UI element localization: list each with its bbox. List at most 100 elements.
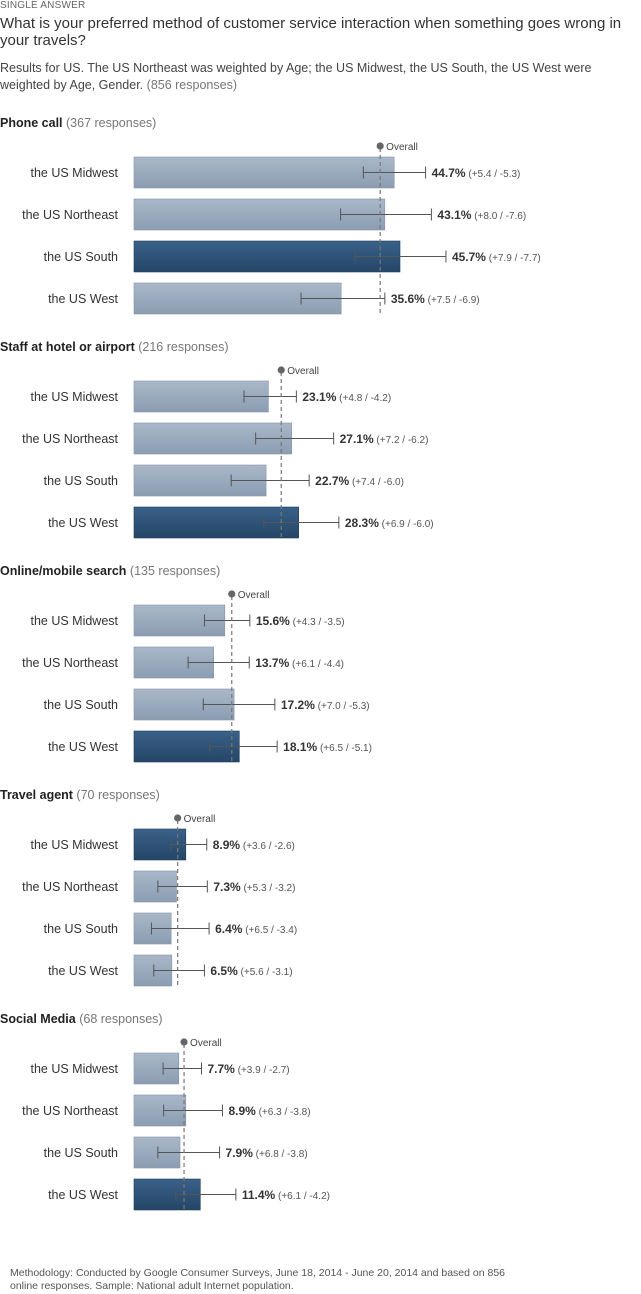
error-range: (+4.8 / -4.2) [336,393,391,404]
error-range: (+7.9 / -7.7) [486,253,541,264]
category-label: the US Northeast [22,208,118,222]
option-responses: (367 responses) [63,116,157,130]
category-label: the US West [48,292,118,306]
value-label: 15.6% (+4.3 / -3.5) [256,614,345,628]
value-label: 6.4% (+6.5 / -3.4) [215,922,297,936]
category-label: the US West [48,1188,118,1202]
category-label: the US West [48,964,118,978]
value-label: 6.5% (+5.6 / -3.1) [210,964,292,978]
option-title: Phone call (367 responses) [0,116,156,130]
error-range: (+7.2 / -6.2) [374,435,429,446]
error-range: (+5.3 / -3.2) [241,883,296,894]
error-range: (+6.1 / -4.4) [289,659,344,670]
overall-label: Overall [238,590,270,601]
question-type-label: SINGLE ANSWER [0,0,86,11]
value-percent: 7.7% [208,1062,236,1076]
methodology-note: Methodology: Conducted by Google Consume… [10,1267,506,1292]
option-responses: (68 responses) [76,1012,163,1026]
value-percent: 8.9% [213,838,241,852]
value-percent: 44.7% [432,166,466,180]
overall-label: Overall [287,366,319,377]
category-label: the US West [48,740,118,754]
option-responses: (135 responses) [126,564,220,578]
category-label: the US South [44,250,118,264]
error-range: (+3.9 / -2.7) [235,1065,290,1076]
category-label: the US Northeast [22,880,118,894]
value-percent: 13.7% [255,656,289,670]
error-range: (+6.8 / -3.8) [253,1149,308,1160]
category-label: the US Northeast [22,1104,118,1118]
overall-dot [180,1038,188,1046]
value-percent: 23.1% [302,390,336,404]
results-description: Results for US. The US Northeast was wei… [0,60,640,93]
option-group: Travel agent (70 responses) the US Midwes… [0,788,297,988]
option-title: Online/mobile search (135 responses) [0,564,220,578]
value-percent: 11.4% [242,1188,276,1202]
bar [133,1136,181,1169]
value-label: 43.1% (+8.0 / -7.6) [437,208,526,222]
error-range: (+3.6 / -2.6) [240,841,295,852]
value-label: 11.4% (+6.1 / -4.2) [242,1188,330,1202]
value-percent: 8.9% [228,1104,256,1118]
error-range: (+4.3 / -3.5) [290,617,345,628]
error-range: (+6.5 / -3.4) [242,925,297,936]
category-label: the US South [44,474,118,488]
value-label: 23.1% (+4.8 / -4.2) [302,390,391,404]
category-label: the US Northeast [22,656,118,670]
category-label: the US Midwest [30,166,118,180]
total-responses: (856 responses) [146,77,237,92]
error-range: (+6.1 / -4.2) [275,1191,330,1202]
option-responses: (216 responses) [135,340,229,354]
value-label: 22.7% (+7.4 / -6.0) [315,474,404,488]
option-title: Social Media (68 responses) [0,1012,163,1026]
overall-dot [376,142,384,150]
option-title: Travel agent (70 responses) [0,788,160,802]
category-label: the US Midwest [30,390,118,404]
category-label: the US Midwest [30,1062,118,1076]
value-label: 28.3% (+6.9 / -6.0) [345,516,434,530]
value-label: 8.9% (+6.3 / -3.8) [228,1104,310,1118]
bar-chart: Phone call (367 responses) the US Midwest… [0,116,541,1212]
value-percent: 43.1% [437,208,471,222]
option-title: Staff at hotel or airport (216 responses… [0,340,229,354]
value-label: 8.9% (+3.6 / -2.6) [213,838,295,852]
error-range: (+6.3 / -3.8) [256,1107,311,1118]
value-percent: 17.2% [281,698,315,712]
overall-dot [277,366,285,374]
value-label: 7.3% (+5.3 / -3.2) [213,880,295,894]
overall-label: Overall [184,814,216,825]
category-label: the US South [44,698,118,712]
option-name: Social Media [0,1012,77,1026]
overall-dot [228,590,236,598]
option-group: Phone call (367 responses) the US Midwest… [0,116,541,316]
overall-label: Overall [386,142,418,153]
option-group: Online/mobile search (135 responses) the … [0,564,372,764]
value-percent: 6.5% [210,964,238,978]
error-range: (+6.9 / -6.0) [379,519,434,530]
question-title: What is your preferred method of custome… [0,15,622,49]
option-name: Online/mobile search [0,564,126,578]
option-name: Staff at hotel or airport [0,340,136,354]
option-name: Phone call [0,116,63,130]
weighting-note: Results for US. The US Northeast was wei… [0,61,592,92]
value-percent: 28.3% [345,516,379,530]
option-responses: (70 responses) [73,788,160,802]
value-percent: 7.9% [226,1146,254,1160]
error-range: (+5.6 / -3.1) [238,967,293,978]
value-percent: 7.3% [213,880,241,894]
value-label: 27.1% (+7.2 / -6.2) [340,432,429,446]
value-label: 18.1% (+6.5 / -5.1) [283,740,372,754]
error-range: (+7.4 / -6.0) [349,477,404,488]
overall-dot [174,814,182,822]
option-group: Staff at hotel or airport (216 responses… [0,340,434,540]
value-percent: 27.1% [340,432,374,446]
error-range: (+7.0 / -5.3) [315,701,370,712]
error-range: (+7.5 / -6.9) [425,295,480,306]
value-percent: 35.6% [391,292,425,306]
category-label: the US Northeast [22,432,118,446]
value-percent: 18.1% [283,740,317,754]
category-label: the US South [44,922,118,936]
value-label: 45.7% (+7.9 / -7.7) [452,250,541,264]
option-group: Social Media (68 responses) the US Midwes… [0,1012,330,1212]
value-percent: 6.4% [215,922,243,936]
